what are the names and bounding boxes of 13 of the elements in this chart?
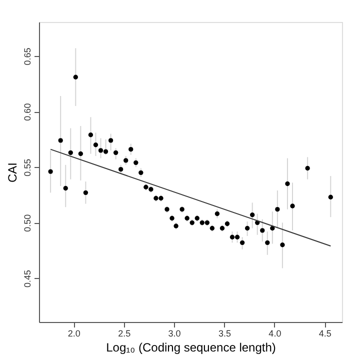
x-tick-label: 2.5 xyxy=(118,328,131,338)
x-axis-title: Log₁₀ (Coding sequence length) xyxy=(106,340,276,354)
x-tick-label: 2.0 xyxy=(68,328,80,338)
y-tick-label: 0.50 xyxy=(22,214,32,232)
y-tick-label: 0.55 xyxy=(22,158,32,176)
y-tick-label: 0.60 xyxy=(22,103,32,121)
y-tick-label: 0.45 xyxy=(22,270,32,288)
x-tick-label: 4.5 xyxy=(318,328,332,338)
x-tick-label: 3.0 xyxy=(168,328,181,338)
x-tick-label: 3.5 xyxy=(218,328,231,338)
y-tick-label: 0.65 xyxy=(22,48,32,66)
x-tick-label: 4.0 xyxy=(268,328,282,338)
y-axis-title: CAI xyxy=(6,162,20,183)
